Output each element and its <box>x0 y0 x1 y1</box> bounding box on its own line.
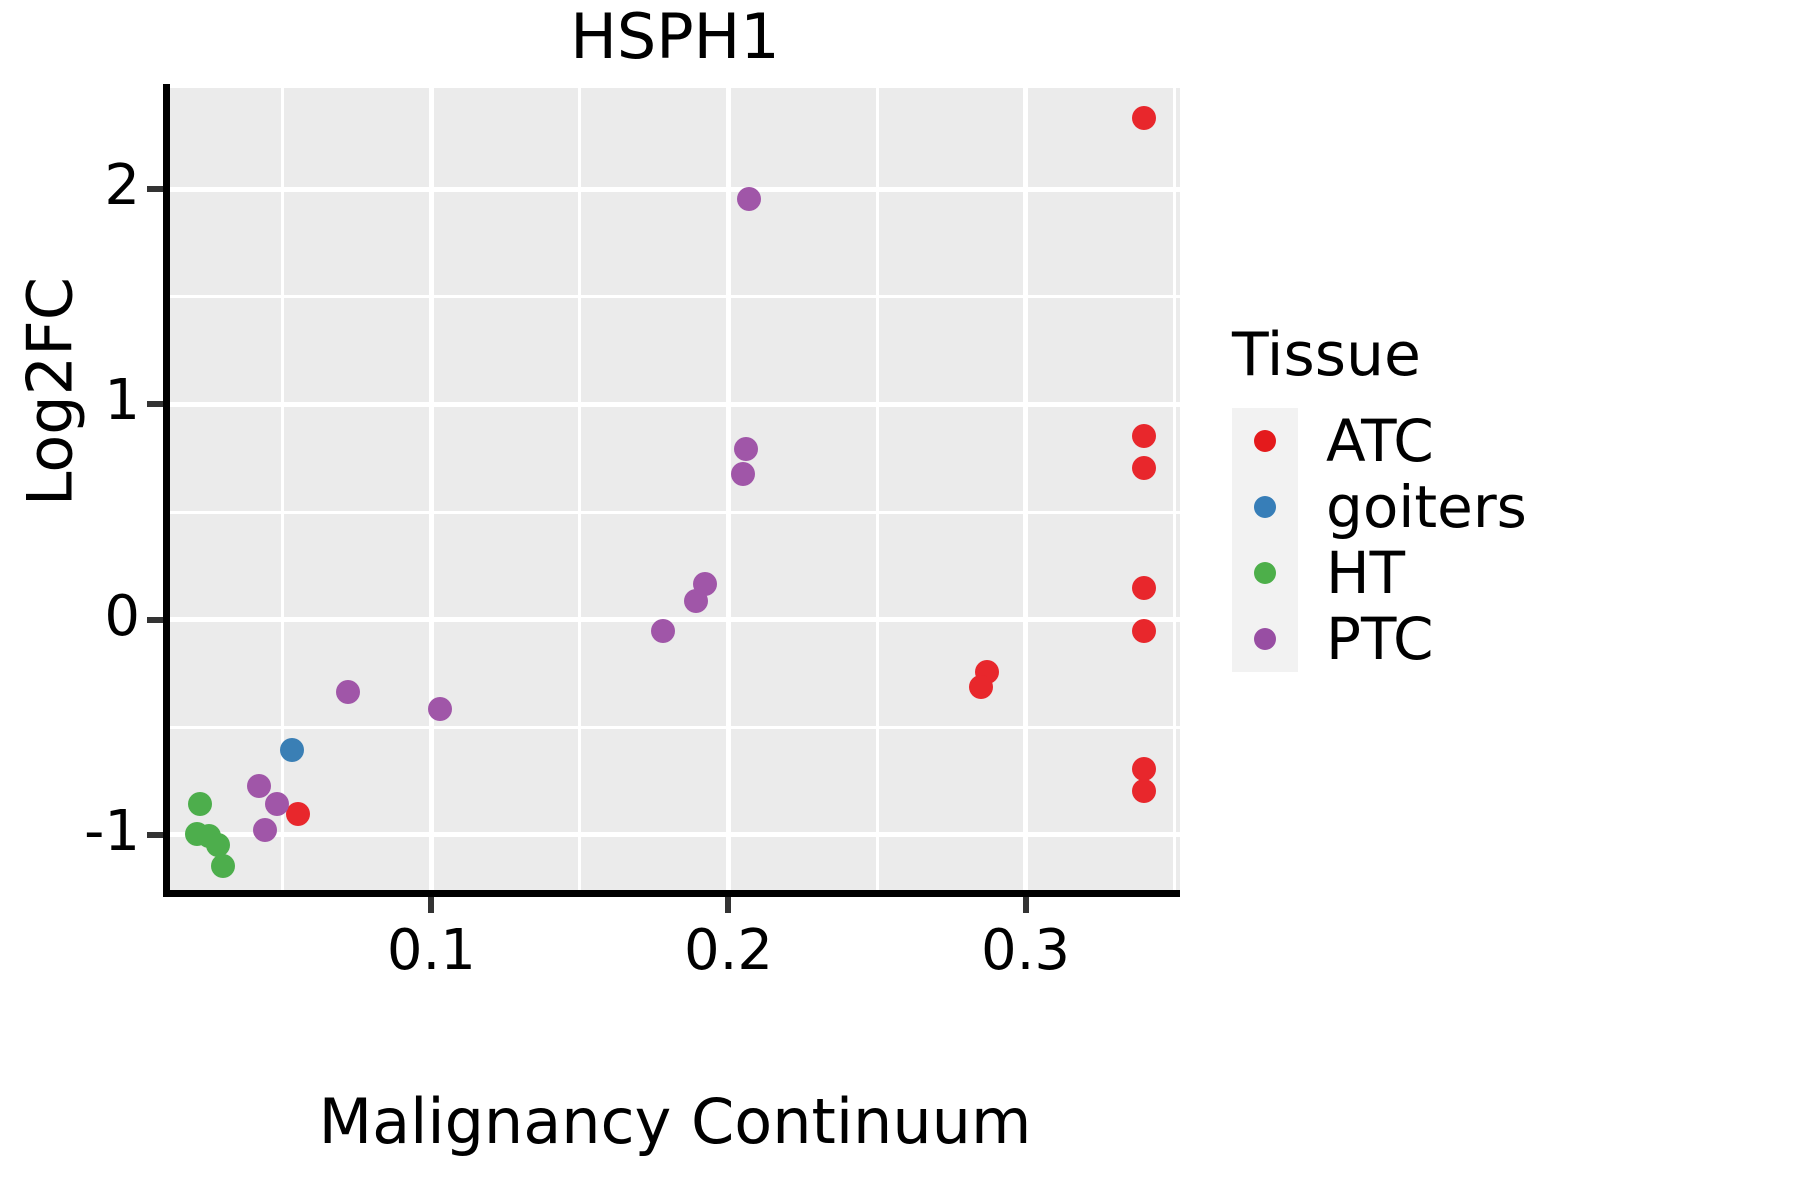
legend-item-label: HT <box>1326 539 1406 607</box>
legend-item-label: goiters <box>1326 473 1527 541</box>
gridline-minor-horizontal <box>170 295 1180 299</box>
data-point <box>1132 576 1157 601</box>
data-point <box>247 774 272 799</box>
x-tick-mark <box>1022 897 1029 913</box>
x-tick-label: 0.1 <box>386 918 476 983</box>
data-point <box>1132 619 1157 644</box>
legend-dot-icon <box>1254 496 1276 518</box>
legend-title: Tissue <box>1232 320 1421 390</box>
gridline-minor-vertical <box>1172 88 1176 893</box>
data-point <box>737 186 762 211</box>
plot-panel <box>170 88 1180 893</box>
page-title: HSPH1 <box>570 0 780 73</box>
data-point <box>1132 106 1157 131</box>
y-tick-label: -1 <box>84 798 140 864</box>
legend-dot-icon <box>1254 628 1276 650</box>
legend-item-goiters[interactable]: goiters <box>1232 474 1652 540</box>
legend-entries: ATC goiters HT PTC <box>1232 408 1652 672</box>
gridline-major-horizontal <box>170 832 1180 838</box>
x-tick-label: 0.2 <box>683 918 773 983</box>
legend-key-swatch <box>1232 408 1298 474</box>
data-point <box>211 854 236 879</box>
legend: Tissue ATC goiters HT PTC <box>1232 320 1652 672</box>
gridline-major-vertical <box>725 88 731 893</box>
gridline-major-horizontal <box>170 617 1180 623</box>
x-axis-line <box>163 890 1180 897</box>
gridline-major-horizontal <box>170 401 1180 407</box>
gridline-minor-vertical <box>578 88 582 893</box>
y-tick-mark <box>147 186 163 193</box>
data-point <box>1132 455 1157 480</box>
data-point <box>734 436 759 461</box>
gridline-minor-vertical <box>875 88 879 893</box>
x-axis-title: Malignancy Continuum <box>318 1085 1032 1158</box>
y-tick-mark <box>147 401 163 408</box>
gridline-major-horizontal <box>170 186 1180 192</box>
gridline-minor-horizontal <box>170 725 1180 729</box>
data-point <box>205 832 230 857</box>
gridline-major-vertical <box>428 88 434 893</box>
y-tick-mark <box>147 831 163 838</box>
y-tick-label: 1 <box>104 368 140 434</box>
y-tick-mark <box>147 616 163 623</box>
data-point <box>428 696 453 721</box>
data-point <box>1132 423 1157 448</box>
x-tick-label: 0.3 <box>980 918 1071 983</box>
gridline-minor-vertical <box>281 88 285 893</box>
legend-key-swatch <box>1232 474 1298 540</box>
data-point <box>187 791 212 816</box>
x-tick-mark <box>725 897 732 913</box>
legend-item-label: PTC <box>1326 605 1434 673</box>
y-tick-label: 0 <box>104 583 140 649</box>
data-point <box>651 619 676 644</box>
y-axis-title: Log2FC <box>13 276 87 507</box>
data-point <box>968 675 993 700</box>
legend-item-ptc[interactable]: PTC <box>1232 606 1652 672</box>
data-point <box>731 462 756 487</box>
data-point <box>253 817 278 842</box>
y-axis-line <box>163 84 170 897</box>
y-tick-label: 2 <box>104 153 140 219</box>
data-point <box>285 802 310 827</box>
data-point <box>264 791 289 816</box>
data-point <box>1132 778 1157 803</box>
data-point <box>683 589 708 614</box>
gridline-major-vertical <box>1023 88 1029 893</box>
legend-item-atc[interactable]: ATC <box>1232 408 1652 474</box>
data-point <box>336 679 361 704</box>
legend-key-swatch <box>1232 606 1298 672</box>
legend-key-swatch <box>1232 540 1298 606</box>
data-point <box>279 737 304 762</box>
legend-dot-icon <box>1254 430 1276 452</box>
legend-dot-icon <box>1254 562 1276 584</box>
data-point <box>1132 757 1157 782</box>
gridline-minor-horizontal <box>170 510 1180 514</box>
legend-item-ht[interactable]: HT <box>1232 540 1652 606</box>
x-tick-mark <box>428 897 435 913</box>
legend-item-label: ATC <box>1326 407 1434 475</box>
